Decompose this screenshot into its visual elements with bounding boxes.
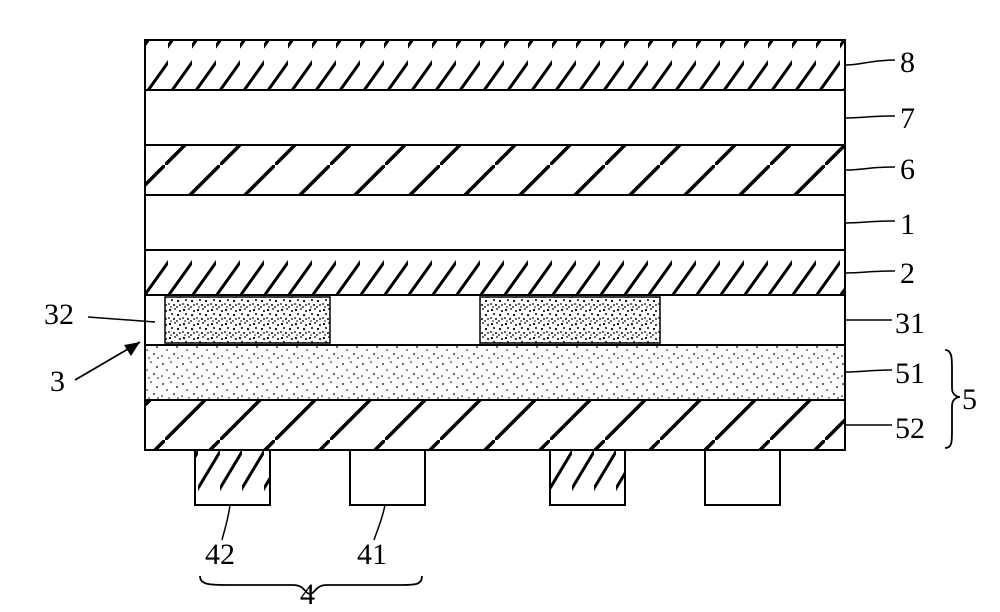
diagram-canvas: 8 7 6 1 2 31 51 52 5 32 3 42 41 4	[0, 0, 1000, 610]
label-2: 2	[900, 257, 915, 291]
leader-8	[845, 60, 895, 65]
layer-1	[145, 195, 845, 250]
layer-2	[145, 250, 845, 295]
tab-d	[705, 450, 780, 505]
label-5: 5	[962, 383, 977, 417]
label-6: 6	[900, 153, 915, 187]
layer-6	[145, 145, 845, 195]
label-3: 3	[50, 365, 65, 399]
brace-5	[945, 350, 960, 448]
leader-2	[845, 271, 895, 273]
diagram-svg	[0, 0, 1000, 610]
label-32: 32	[44, 298, 74, 332]
layer-52	[145, 400, 845, 450]
label-8: 8	[900, 46, 915, 80]
segment-32-a	[165, 297, 330, 343]
label-52: 52	[895, 412, 925, 446]
layer-7	[145, 90, 845, 145]
label-51: 51	[895, 357, 925, 391]
leader-1	[845, 221, 895, 223]
leader-41	[374, 505, 385, 540]
label-4: 4	[300, 578, 315, 612]
tab-42	[195, 450, 270, 505]
label-1: 1	[900, 208, 915, 242]
leader-42	[222, 505, 230, 540]
label-42: 42	[205, 538, 235, 572]
tab-c	[550, 450, 625, 505]
leader-7	[845, 116, 895, 118]
layer-51	[145, 345, 845, 400]
leader-6	[845, 167, 895, 170]
label-7: 7	[900, 102, 915, 136]
segment-32-b	[480, 297, 660, 343]
label-31: 31	[895, 307, 925, 341]
layer-8	[145, 40, 845, 90]
leader-51	[845, 370, 892, 372]
label-41: 41	[357, 538, 387, 572]
tab-41	[350, 450, 425, 505]
